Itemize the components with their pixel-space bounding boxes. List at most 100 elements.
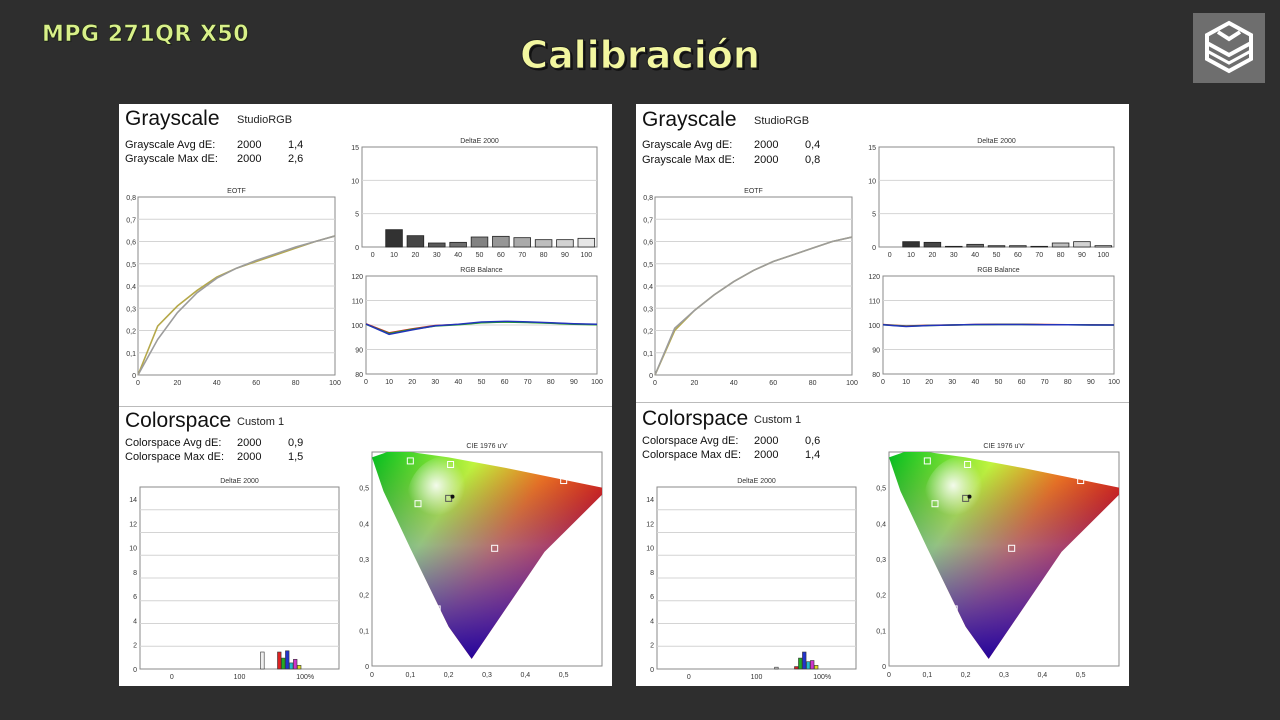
colorspace-deltae-y-tick: 8: [650, 570, 654, 577]
colorspace-avg-std: 2000: [754, 435, 779, 447]
eotf-y-tick: 0,1: [126, 351, 136, 358]
rgb-balance-series-line-3: [365, 320, 598, 336]
colorspace-max-label: Colorspace Max dE:: [125, 451, 225, 463]
deltae-y-tick: 0: [355, 245, 359, 252]
cie-y-tick: 0,3: [359, 557, 369, 564]
deltae-bar: [1030, 245, 1048, 248]
deltae-y-tick: 10: [351, 178, 359, 185]
rgb-balance-y-tick: 120: [351, 274, 363, 281]
colorspace-deltae-chart-title: DeltaE 2000: [220, 478, 259, 485]
rgb-balance-x-tick: 40: [455, 379, 463, 386]
colorspace-title: Colorspace: [642, 407, 749, 430]
deltae-chart-title: DeltaE 2000: [977, 138, 1016, 145]
section-divider: [119, 406, 612, 407]
eotf-x-tick: 20: [691, 380, 699, 387]
colorspace-deltae-x-tick: 0: [687, 674, 691, 681]
cie-x-tick: 0,5: [559, 672, 569, 679]
deltae-bar: [577, 237, 596, 248]
rgb-balance-x-tick: 20: [408, 379, 416, 386]
grayscale-avg-std: 2000: [237, 139, 262, 151]
eotf-x-tick: 20: [174, 380, 182, 387]
cie-chart-title: CIE 1976 u'v': [983, 443, 1024, 450]
colorspace-deltae-bar: [814, 665, 819, 670]
eotf-y-tick: 0,1: [643, 351, 653, 358]
eotf-y-tick: 0,4: [126, 284, 136, 291]
deltae-x-tick: 80: [540, 252, 548, 259]
cie-target-marker: [1008, 544, 1016, 552]
deltae-bar: [966, 243, 984, 248]
grayscale-max-value: 2,6: [288, 153, 304, 165]
eotf-x-tick: 40: [730, 380, 738, 387]
deltae-x-tick: 30: [950, 252, 958, 259]
rgb-balance-x-tick: 60: [1018, 379, 1026, 386]
eotf-x-tick: 0: [136, 380, 140, 387]
cie-target-marker: [964, 460, 972, 468]
colorspace-deltae-y-tick: 12: [646, 521, 654, 528]
rgb-balance-x-tick: 20: [925, 379, 933, 386]
grayscale-avg-label: Grayscale Avg dE:: [642, 139, 733, 151]
grayscale-title: Grayscale: [125, 107, 220, 130]
deltae-y-tick: 0: [872, 245, 876, 252]
page-title: Calibración: [520, 33, 761, 78]
cie-chart-title: CIE 1976 u'v': [466, 443, 507, 450]
section-divider: [636, 402, 1129, 403]
rgb-balance-x-tick: 90: [570, 379, 578, 386]
rgb-balance-x-tick: 30: [948, 379, 956, 386]
rgb-balance-y-tick: 90: [872, 348, 880, 355]
grayscale-max-label: Grayscale Max dE:: [125, 153, 218, 165]
colorspace-deltae-x-tick: 100%: [813, 674, 831, 681]
cie-y-tick: 0,5: [876, 486, 886, 493]
rgb-balance-series-line-3: [882, 323, 1114, 328]
colorspace-avg-value: 0,6: [805, 435, 821, 447]
rgb-balance-x-tick: 50: [995, 379, 1003, 386]
rgb-balance-x-tick: 10: [902, 379, 910, 386]
eotf-y-tick: 0,5: [126, 262, 136, 269]
deltae-x-tick: 10: [390, 252, 398, 259]
cie-y-tick: 0,3: [876, 557, 886, 564]
deltae-bar: [428, 242, 446, 248]
deltae-bar: [556, 239, 574, 248]
eotf-y-tick: 0,2: [643, 329, 653, 336]
eotf-x-tick: 100: [846, 380, 858, 387]
eotf-y-tick: 0,3: [126, 306, 136, 313]
cie-target-marker: [1077, 477, 1085, 485]
colorspace-deltae-bar: [806, 661, 811, 670]
deltae-x-tick: 40: [971, 252, 979, 259]
deltae-x-tick: 90: [1078, 252, 1086, 259]
cie-y-tick: 0,2: [876, 593, 886, 600]
rgb-balance-x-tick: 30: [431, 379, 439, 386]
grayscale-mode: StudioRGB: [754, 115, 810, 127]
colorspace-deltae-y-tick: 6: [133, 594, 137, 601]
rgb-balance-x-tick: 90: [1087, 379, 1095, 386]
colorspace-mode: Custom 1: [237, 416, 285, 428]
rgb-balance-x-tick: 40: [972, 379, 980, 386]
colorspace-deltae-y-tick: 12: [129, 521, 137, 528]
eotf-y-tick: 0,4: [643, 284, 653, 291]
eotf-series-line-2: [654, 236, 853, 376]
rgb-balance-y-tick: 100: [351, 323, 363, 330]
cie-y-tick: 0,4: [876, 521, 886, 528]
eotf-y-tick: 0,7: [126, 217, 136, 224]
cie-x-tick: 0: [887, 672, 891, 679]
colorspace-deltae-x-tick: 100%: [296, 674, 314, 681]
grayscale-mode: StudioRGB: [237, 114, 293, 126]
deltae-bar: [406, 235, 425, 248]
colorspace-deltae-y-tick: 14: [646, 497, 654, 504]
cie-x-tick: 0,1: [922, 672, 932, 679]
deltae-x-tick: 30: [433, 252, 441, 259]
colorspace-deltae-y-tick: 8: [133, 570, 137, 577]
grayscale-avg-value: 1,4: [288, 139, 304, 151]
colorspace-deltae-y-tick: 0: [650, 667, 654, 674]
cie-white-region: [407, 455, 491, 542]
colorspace-deltae-bar: [260, 651, 265, 670]
cie-x-tick: 0,5: [1076, 672, 1086, 679]
rgb-balance-x-tick: 10: [385, 379, 393, 386]
cie-x-tick: 0,3: [482, 672, 492, 679]
deltae-bar: [449, 241, 467, 248]
calibration-panel-after: Grayscale StudioRGB Grayscale Avg dE: 20…: [636, 104, 1129, 686]
cie-target-marker: [931, 500, 939, 508]
colorspace-deltae-x-tick: 100: [234, 674, 246, 681]
cie-target-marker: [406, 457, 414, 465]
rgb-balance-chart-title: RGB Balance: [977, 267, 1020, 274]
